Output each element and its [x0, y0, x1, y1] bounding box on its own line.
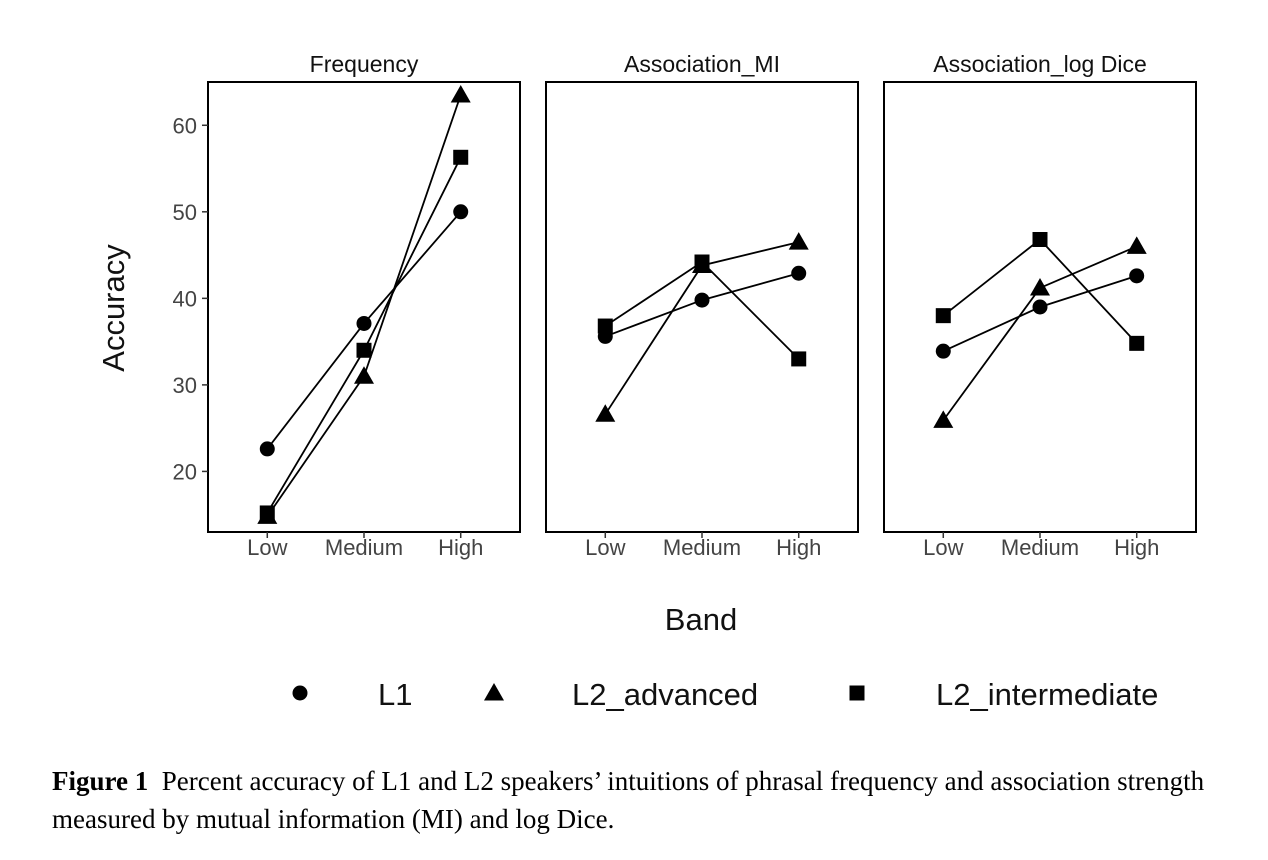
data-point-l2-advanced [450, 84, 471, 103]
data-point-l1 [694, 292, 710, 308]
data-point-l2-intermediate [597, 318, 613, 334]
x-tick-label: Medium [1001, 535, 1079, 560]
series-line-l2-intermediate [604, 260, 800, 360]
y-axis: 20 30 40 50 60 [173, 113, 208, 484]
series-line-l2-advanced [266, 94, 462, 517]
series-line-l2-intermediate [266, 156, 462, 514]
panel-title: Frequency [310, 51, 419, 77]
data-point-l1 [1129, 268, 1145, 284]
legend: L1 L2_advanced L2_intermediate [292, 677, 1158, 712]
x-tick-label: Low [923, 535, 963, 560]
series-line-l2-advanced [942, 245, 1138, 421]
y-tick-label: 30 [173, 373, 197, 398]
chart-panels: Frequency Low Medium High Association_MI Low M… [207, 51, 1197, 560]
legend-label: L2_intermediate [936, 677, 1158, 712]
legend-marker-l2-advanced [484, 683, 504, 701]
panel-title: Association_log Dice [933, 51, 1147, 77]
panel-2: Association_MI Low Medium High [545, 51, 859, 560]
data-point-l2-intermediate [259, 505, 275, 521]
x-tick-label: Low [585, 535, 625, 560]
x-tick-label: Low [247, 535, 287, 560]
caption-label: Figure 1 [52, 766, 149, 796]
data-point-l2-intermediate [356, 342, 372, 358]
y-tick-label: 40 [173, 286, 197, 311]
panel-1: Frequency Low Medium High [207, 51, 521, 560]
x-tick-label: Medium [325, 535, 403, 560]
data-point-l1 [453, 204, 469, 220]
legend-marker-l2-intermediate [849, 685, 865, 701]
data-point-l1 [1032, 299, 1048, 315]
x-axis-label: Band [665, 602, 737, 637]
data-point-l2-intermediate [1129, 335, 1145, 351]
data-point-l2-intermediate [791, 351, 807, 367]
legend-label: L2_advanced [572, 677, 758, 712]
y-axis-label: Accuracy [96, 244, 131, 372]
data-point-l2-intermediate [694, 254, 710, 270]
x-tick-label: High [438, 535, 483, 560]
data-point-l2-intermediate [1032, 232, 1048, 247]
data-point-l1 [259, 441, 275, 457]
line-chart-figure: Frequency Low Medium High Association_MI Low M… [96, 51, 1197, 712]
data-point-l2-advanced [933, 410, 954, 428]
y-tick-label: 20 [173, 459, 197, 484]
data-point-l2-advanced [1126, 236, 1147, 254]
data-point-l2-intermediate [935, 308, 951, 324]
figure-caption: Figure 1 Percent accuracy of L1 and L2 s… [52, 762, 1252, 838]
data-point-l1 [935, 343, 951, 359]
x-tick-label: Medium [663, 535, 741, 560]
y-tick-label: 60 [173, 113, 197, 138]
data-point-l2-advanced [1030, 277, 1050, 296]
data-point-l2-advanced [595, 404, 616, 422]
x-tick-label: High [1114, 535, 1159, 560]
panel-3: Association_log Dice Low Medium High [883, 51, 1197, 560]
panel-title: Association_MI [624, 51, 780, 77]
data-point-l1 [356, 315, 372, 331]
x-tick-label: High [776, 535, 821, 560]
data-point-l1 [791, 265, 807, 281]
data-point-l2-advanced [354, 366, 374, 384]
y-tick-label: 50 [173, 200, 197, 225]
panel-frame [207, 81, 521, 533]
caption-text: Percent accuracy of L1 and L2 speakers’ … [52, 766, 1205, 834]
legend-marker-l1 [292, 685, 308, 701]
legend-label: L1 [378, 677, 412, 712]
data-point-l2-intermediate [453, 149, 469, 165]
data-point-l2-advanced [788, 232, 809, 250]
